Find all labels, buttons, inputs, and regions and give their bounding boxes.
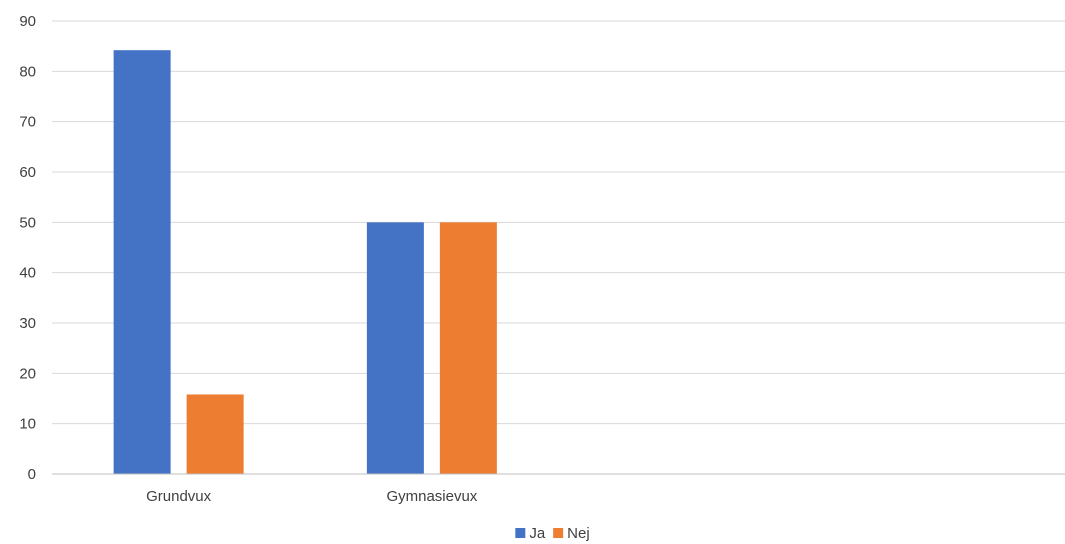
legend-item-nej: Nej [553, 525, 590, 542]
y-tick-label: 80 [19, 63, 36, 80]
y-tick-label: 0 [28, 466, 36, 483]
legend: Ja Nej [515, 525, 590, 542]
y-tick-label: 40 [19, 265, 36, 282]
y-tick-label: 70 [19, 114, 36, 131]
y-tick-label: 20 [19, 365, 36, 382]
y-tick-label: 10 [19, 416, 36, 433]
legend-label: Ja [529, 525, 546, 542]
bar-nej-grundvux [186, 394, 244, 474]
gridlines [52, 20, 1065, 425]
bar-ja-gymnasievux [366, 222, 424, 474]
y-tick-label: 30 [19, 315, 36, 332]
x-category-label: Grundvux [146, 488, 212, 505]
bar-nej-gymnasievux [439, 222, 497, 474]
legend-item-ja: Ja [515, 525, 546, 542]
legend-swatch [515, 528, 526, 538]
legend-swatch [553, 528, 564, 538]
x-category-label: Gymnasievux [386, 488, 477, 505]
bar-ja-grundvux [113, 50, 171, 475]
legend-label: Nej [567, 525, 590, 542]
y-tick-label: 50 [19, 214, 36, 231]
y-tick-label: 90 [19, 13, 36, 30]
x-axis: Grundvux Gymnasievux [52, 473, 1065, 505]
y-tick-label: 60 [19, 164, 36, 181]
bars [113, 50, 497, 475]
y-axis-tick-labels: 0 10 20 30 40 50 60 70 80 90 [19, 13, 36, 483]
